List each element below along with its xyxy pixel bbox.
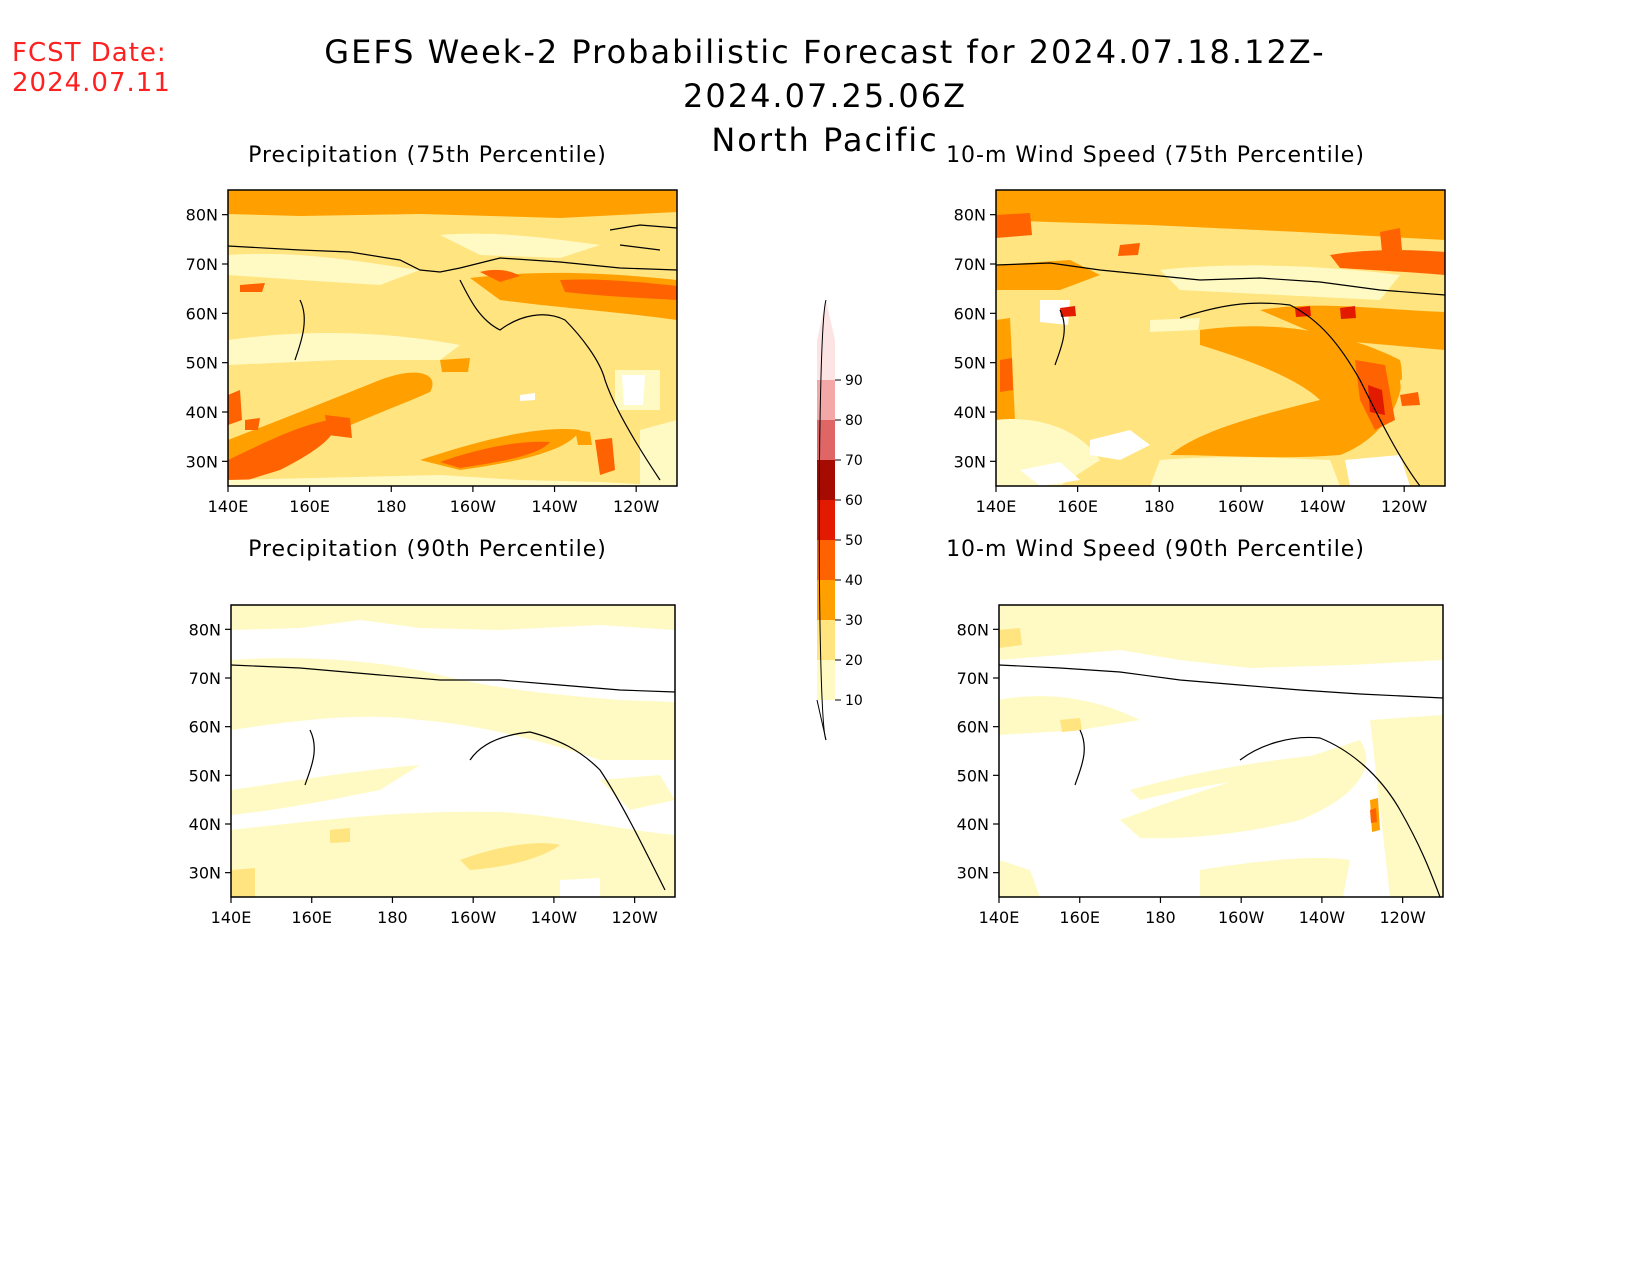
lon-label: 140E xyxy=(211,908,252,927)
colorbar-label: 90 xyxy=(845,373,863,389)
lon-label: 120W xyxy=(611,908,658,927)
colorbar-swatch xyxy=(817,660,835,700)
lat-label: 60N xyxy=(957,718,989,737)
colorbar-swatch xyxy=(817,420,835,460)
lon-label: 140E xyxy=(208,497,249,516)
lat-label: 60N xyxy=(954,304,986,323)
lon-label: 160E xyxy=(1057,497,1098,516)
panel-title-wind-75: 10-m Wind Speed (75th Percentile) xyxy=(946,143,1365,168)
colorbar-label: 80 xyxy=(845,413,863,429)
lat-label: 70N xyxy=(189,669,221,688)
fcst-date-caption: FCST Date: xyxy=(12,38,167,68)
colorbar-label: 30 xyxy=(845,613,863,629)
lat-label: 70N xyxy=(954,255,986,274)
colorbar-swatch xyxy=(817,580,835,620)
panel-title-precip-75: Precipitation (75th Percentile) xyxy=(248,143,607,168)
colorbar-swatch xyxy=(817,500,835,540)
panel-title-wind-90: 10-m Wind Speed (90th Percentile) xyxy=(946,537,1365,562)
lat-label: 70N xyxy=(957,669,989,688)
lat-label: 30N xyxy=(189,864,221,883)
colorbar-label: 20 xyxy=(845,653,863,669)
lon-label: 140E xyxy=(979,908,1020,927)
lat-label: 50N xyxy=(186,354,218,373)
map-panel-precip-90 xyxy=(231,605,675,897)
figure-title: GEFS Week-2 Probabilistic Forecast for 2… xyxy=(195,30,1455,162)
colorbar-swatch xyxy=(817,380,835,420)
lon-label: 140E xyxy=(976,497,1017,516)
colorbar-label: 60 xyxy=(845,493,863,509)
fcst-date-value: 2024.07.11 xyxy=(12,68,171,98)
lat-label: 80N xyxy=(189,620,221,639)
lon-label: 160W xyxy=(450,908,497,927)
title-line-1: GEFS Week-2 Probabilistic Forecast for 2… xyxy=(324,33,1326,115)
lon-label: 140W xyxy=(1299,908,1346,927)
lon-label: 160E xyxy=(289,497,330,516)
lat-label: 60N xyxy=(186,304,218,323)
lon-label: 160E xyxy=(1059,908,1100,927)
lon-label: 120W xyxy=(613,497,660,516)
lat-label: 30N xyxy=(186,452,218,471)
lat-label: 40N xyxy=(954,403,986,422)
lon-label: 160W xyxy=(1218,497,1265,516)
colorbar-label: 10 xyxy=(845,693,863,709)
lon-label: 140W xyxy=(531,908,578,927)
coastlines xyxy=(227,224,1446,898)
lon-label: 180 xyxy=(1145,908,1176,927)
lat-label: 60N xyxy=(189,718,221,737)
forecast-date-label: FCST Date: 2024.07.11 xyxy=(12,38,171,98)
title-line-2: North Pacific xyxy=(711,121,939,159)
map-panel-wind-75 xyxy=(996,190,1445,486)
map-panel-wind-90 xyxy=(999,605,1443,897)
lat-label: 80N xyxy=(954,206,986,225)
lon-label: 140W xyxy=(1299,497,1346,516)
colorbar-swatch xyxy=(817,460,835,500)
colorbar-outline xyxy=(818,299,827,741)
colorbar-top-cap xyxy=(817,300,835,340)
lat-label: 30N xyxy=(954,452,986,471)
lon-label: 180 xyxy=(376,497,407,516)
colorbar-label: 40 xyxy=(845,573,863,589)
panel-title-precip-90: Precipitation (90th Percentile) xyxy=(248,537,607,562)
colorbar: 10 20 30 40 50 60 70 80 90 xyxy=(816,299,863,741)
lon-label: 120W xyxy=(1379,908,1426,927)
lat-label: 50N xyxy=(957,766,989,785)
lat-label: 70N xyxy=(186,255,218,274)
lon-label: 140W xyxy=(531,497,578,516)
lat-label: 40N xyxy=(957,815,989,834)
lat-label: 80N xyxy=(186,206,218,225)
colorbar-label: 70 xyxy=(845,453,863,469)
colorbar-label: 50 xyxy=(845,533,863,549)
lon-label: 180 xyxy=(377,908,408,927)
lat-label: 30N xyxy=(957,864,989,883)
lat-label: 40N xyxy=(189,815,221,834)
lon-label: 160W xyxy=(450,497,497,516)
map-panel-precip-75 xyxy=(228,190,677,486)
lat-label: 50N xyxy=(954,354,986,373)
lat-label: 50N xyxy=(189,766,221,785)
axes-layer: 80N 70N 60N 50N 40N 30N 140E 160E 180 160W 140W 120… xyxy=(186,206,1428,927)
lon-label: 180 xyxy=(1144,497,1175,516)
lat-label: 40N xyxy=(186,403,218,422)
lon-label: 160W xyxy=(1218,908,1265,927)
colorbar-swatch xyxy=(817,620,835,660)
colorbar-swatch xyxy=(817,340,835,380)
lon-label: 160E xyxy=(291,908,332,927)
lat-label: 80N xyxy=(957,620,989,639)
colorbar-swatch xyxy=(817,540,835,580)
lon-label: 120W xyxy=(1381,497,1428,516)
